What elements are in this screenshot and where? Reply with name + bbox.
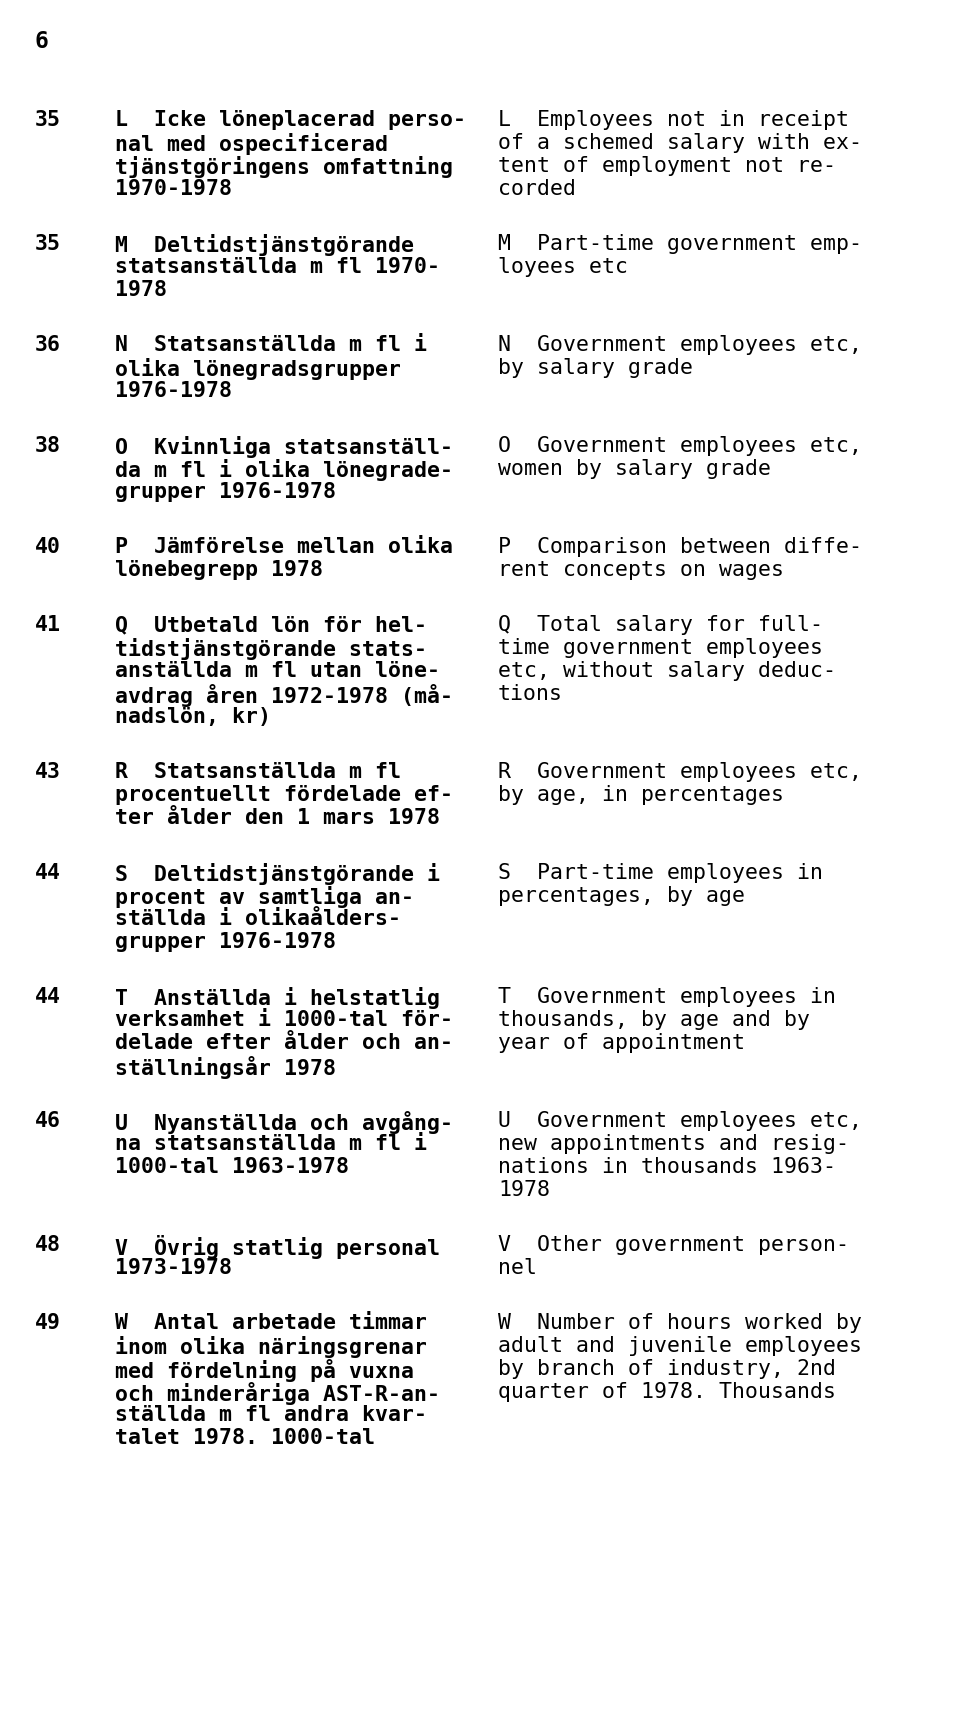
Text: med fördelning på vuxna: med fördelning på vuxna bbox=[115, 1360, 414, 1382]
Text: percentages, by age: percentages, by age bbox=[498, 886, 745, 907]
Text: 35: 35 bbox=[35, 234, 61, 254]
Text: tidstjänstgörande stats-: tidstjänstgörande stats- bbox=[115, 638, 427, 661]
Text: rent concepts on wages: rent concepts on wages bbox=[498, 561, 784, 580]
Text: na statsanställda m fl i: na statsanställda m fl i bbox=[115, 1133, 427, 1154]
Text: women by salary grade: women by salary grade bbox=[498, 458, 771, 479]
Text: etc, without salary deduc-: etc, without salary deduc- bbox=[498, 661, 836, 682]
Text: T  Government employees in: T Government employees in bbox=[498, 988, 836, 1007]
Text: nel: nel bbox=[498, 1258, 537, 1278]
Text: U  Government employees etc,: U Government employees etc, bbox=[498, 1111, 862, 1131]
Text: L  Icke löneplacerad perso-: L Icke löneplacerad perso- bbox=[115, 111, 466, 130]
Text: P  Jämförelse mellan olika: P Jämförelse mellan olika bbox=[115, 536, 453, 557]
Text: S  Deltidstjänstgörande i: S Deltidstjänstgörande i bbox=[115, 863, 440, 886]
Text: V  Övrig statlig personal: V Övrig statlig personal bbox=[115, 1235, 440, 1259]
Text: 48: 48 bbox=[35, 1235, 61, 1254]
Text: M  Deltidstjänstgörande: M Deltidstjänstgörande bbox=[115, 234, 414, 256]
Text: time government employees: time government employees bbox=[498, 638, 823, 657]
Text: V  Other government person-: V Other government person- bbox=[498, 1235, 849, 1254]
Text: 38: 38 bbox=[35, 436, 61, 457]
Text: 1973-1978: 1973-1978 bbox=[115, 1258, 232, 1278]
Text: adult and juvenile employees: adult and juvenile employees bbox=[498, 1336, 862, 1356]
Text: P  Comparison between diffe-: P Comparison between diffe- bbox=[498, 536, 862, 557]
Text: M  Part-time government emp-: M Part-time government emp- bbox=[498, 234, 862, 254]
Text: thousands, by age and by: thousands, by age and by bbox=[498, 1010, 810, 1029]
Text: ter ålder den 1 mars 1978: ter ålder den 1 mars 1978 bbox=[115, 808, 440, 829]
Text: corded: corded bbox=[498, 178, 576, 199]
Text: tions: tions bbox=[498, 683, 563, 704]
Text: nadslön, kr): nadslön, kr) bbox=[115, 708, 271, 727]
Text: avdrag åren 1972-1978 (må-: avdrag åren 1972-1978 (må- bbox=[115, 683, 453, 708]
Text: 1970-1978: 1970-1978 bbox=[115, 178, 232, 199]
Text: nations in thousands 1963-: nations in thousands 1963- bbox=[498, 1157, 836, 1176]
Text: 43: 43 bbox=[35, 761, 61, 782]
Text: talet 1978. 1000-tal: talet 1978. 1000-tal bbox=[115, 1427, 375, 1448]
Text: verksamhet i 1000-tal för-: verksamhet i 1000-tal för- bbox=[115, 1010, 453, 1029]
Text: nal med ospecificerad: nal med ospecificerad bbox=[115, 133, 388, 156]
Text: T  Anställda i helstatlig: T Anställda i helstatlig bbox=[115, 988, 440, 1009]
Text: 36: 36 bbox=[35, 336, 61, 355]
Text: ställda m fl andra kvar-: ställda m fl andra kvar- bbox=[115, 1405, 427, 1426]
Text: delade efter ålder och an-: delade efter ålder och an- bbox=[115, 1033, 453, 1054]
Text: L  Employees not in receipt: L Employees not in receipt bbox=[498, 111, 849, 130]
Text: by branch of industry, 2nd: by branch of industry, 2nd bbox=[498, 1360, 836, 1379]
Text: 40: 40 bbox=[35, 536, 61, 557]
Text: year of appointment: year of appointment bbox=[498, 1033, 745, 1054]
Text: 41: 41 bbox=[35, 614, 61, 635]
Text: U  Nyanställda och avgång-: U Nyanställda och avgång- bbox=[115, 1111, 453, 1133]
Text: procentuellt fördelade ef-: procentuellt fördelade ef- bbox=[115, 785, 453, 804]
Text: ställningsår 1978: ställningsår 1978 bbox=[115, 1055, 336, 1080]
Text: Q  Utbetald lön för hel-: Q Utbetald lön för hel- bbox=[115, 614, 427, 635]
Text: ställda i olikaålders-: ställda i olikaålders- bbox=[115, 908, 401, 929]
Text: da m fl i olika lönegrade-: da m fl i olika lönegrade- bbox=[115, 458, 453, 481]
Text: quarter of 1978. Thousands: quarter of 1978. Thousands bbox=[498, 1382, 836, 1401]
Text: inom olika näringsgrenar: inom olika näringsgrenar bbox=[115, 1336, 427, 1358]
Text: grupper 1976-1978: grupper 1976-1978 bbox=[115, 932, 336, 952]
Text: 1000-tal 1963-1978: 1000-tal 1963-1978 bbox=[115, 1157, 349, 1176]
Text: W  Number of hours worked by: W Number of hours worked by bbox=[498, 1313, 862, 1334]
Text: loyees etc: loyees etc bbox=[498, 258, 628, 277]
Text: och minderåriga AST-R-an-: och minderåriga AST-R-an- bbox=[115, 1382, 440, 1405]
Text: anställda m fl utan löne-: anställda m fl utan löne- bbox=[115, 661, 440, 682]
Text: 44: 44 bbox=[35, 863, 61, 882]
Text: 6: 6 bbox=[35, 29, 49, 54]
Text: N  Government employees etc,: N Government employees etc, bbox=[498, 336, 862, 355]
Text: 1978: 1978 bbox=[498, 1180, 550, 1201]
Text: by age, in percentages: by age, in percentages bbox=[498, 785, 784, 804]
Text: 46: 46 bbox=[35, 1111, 61, 1131]
Text: O  Government employees etc,: O Government employees etc, bbox=[498, 436, 862, 457]
Text: 49: 49 bbox=[35, 1313, 61, 1334]
Text: Q  Total salary for full-: Q Total salary for full- bbox=[498, 614, 823, 635]
Text: R  Government employees etc,: R Government employees etc, bbox=[498, 761, 862, 782]
Text: 1978: 1978 bbox=[115, 280, 167, 299]
Text: of a schemed salary with ex-: of a schemed salary with ex- bbox=[498, 133, 862, 152]
Text: statsanställda m fl 1970-: statsanställda m fl 1970- bbox=[115, 258, 440, 277]
Text: by salary grade: by salary grade bbox=[498, 358, 693, 377]
Text: N  Statsanställda m fl i: N Statsanställda m fl i bbox=[115, 336, 427, 355]
Text: R  Statsanställda m fl: R Statsanställda m fl bbox=[115, 761, 401, 782]
Text: 44: 44 bbox=[35, 988, 61, 1007]
Text: O  Kvinnliga statsanställ-: O Kvinnliga statsanställ- bbox=[115, 436, 453, 458]
Text: grupper 1976-1978: grupper 1976-1978 bbox=[115, 483, 336, 502]
Text: olika lönegradsgrupper: olika lönegradsgrupper bbox=[115, 358, 401, 381]
Text: new appointments and resig-: new appointments and resig- bbox=[498, 1133, 849, 1154]
Text: S  Part-time employees in: S Part-time employees in bbox=[498, 863, 823, 882]
Text: 35: 35 bbox=[35, 111, 61, 130]
Text: tent of employment not re-: tent of employment not re- bbox=[498, 156, 836, 176]
Text: 1976-1978: 1976-1978 bbox=[115, 381, 232, 401]
Text: W  Antal arbetade timmar: W Antal arbetade timmar bbox=[115, 1313, 427, 1334]
Text: procent av samtliga an-: procent av samtliga an- bbox=[115, 886, 414, 908]
Text: lönebegrepp 1978: lönebegrepp 1978 bbox=[115, 561, 323, 580]
Text: tjänstgöringens omfattning: tjänstgöringens omfattning bbox=[115, 156, 453, 178]
